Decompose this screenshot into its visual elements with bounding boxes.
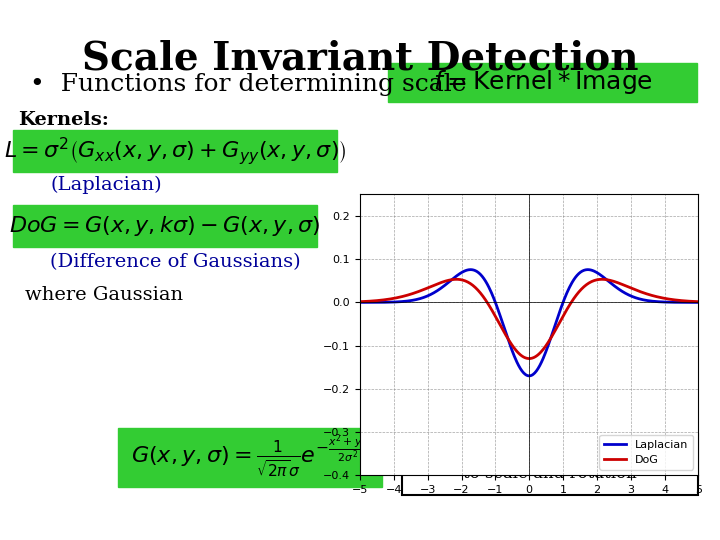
Text: where Gaussian: where Gaussian [25, 286, 183, 304]
Text: Kernels:: Kernels: [18, 111, 109, 129]
Text: $G(x,y,\sigma) = \frac{1}{\sqrt{2\pi}\sigma} e^{-\frac{x^2+y^2}{2\sigma^2}}$: $G(x,y,\sigma) = \frac{1}{\sqrt{2\pi}\si… [131, 433, 369, 481]
FancyBboxPatch shape [118, 428, 382, 487]
FancyBboxPatch shape [13, 205, 317, 247]
Text: $f = \mathrm{Kernel} * \mathrm{Image}$: $f = \mathrm{Kernel} * \mathrm{Image}$ [433, 68, 653, 96]
Text: $DoG = G(x,y,k\sigma) - G(x,y,\sigma)$: $DoG = G(x,y,k\sigma) - G(x,y,\sigma)$ [9, 214, 320, 238]
Laplacian [490, 298, 499, 305]
Text: Note: both kernels are invariant
to scale and rotation: Note: both kernels are invariant to scal… [415, 446, 685, 482]
Line: DoG: DoG [360, 279, 698, 359]
DoG [694, 299, 703, 305]
DoG [490, 312, 499, 319]
Laplacian [524, 373, 533, 379]
DoG [602, 276, 611, 283]
Text: (Laplacian): (Laplacian) [50, 176, 161, 194]
DoG [467, 281, 475, 287]
FancyBboxPatch shape [13, 130, 337, 172]
Laplacian [694, 299, 703, 306]
FancyBboxPatch shape [388, 63, 697, 102]
Text: •  Functions for determining scale: • Functions for determining scale [30, 73, 467, 97]
DoG [524, 355, 533, 362]
Legend: Laplacian, DoG: Laplacian, DoG [600, 435, 693, 470]
Laplacian [356, 299, 364, 306]
DoG [356, 299, 364, 305]
Laplacian [397, 299, 405, 305]
Laplacian [570, 275, 579, 282]
Laplacian [602, 276, 611, 282]
FancyBboxPatch shape [402, 434, 698, 495]
DoG [452, 276, 461, 282]
Laplacian [603, 277, 612, 284]
Text: (Difference of Gaussians): (Difference of Gaussians) [50, 253, 301, 271]
DoG [570, 294, 579, 301]
Line: Laplacian: Laplacian [360, 269, 698, 376]
Text: Scale Invariant Detection: Scale Invariant Detection [82, 40, 638, 78]
Laplacian [466, 266, 474, 273]
Text: $L = \sigma^2 \left( G_{xx}(x,y,\sigma) + G_{yy}(x,y,\sigma) \right)$: $L = \sigma^2 \left( G_{xx}(x,y,\sigma) … [4, 135, 346, 167]
Laplacian [467, 266, 475, 273]
DoG [603, 276, 612, 283]
DoG [397, 294, 405, 300]
